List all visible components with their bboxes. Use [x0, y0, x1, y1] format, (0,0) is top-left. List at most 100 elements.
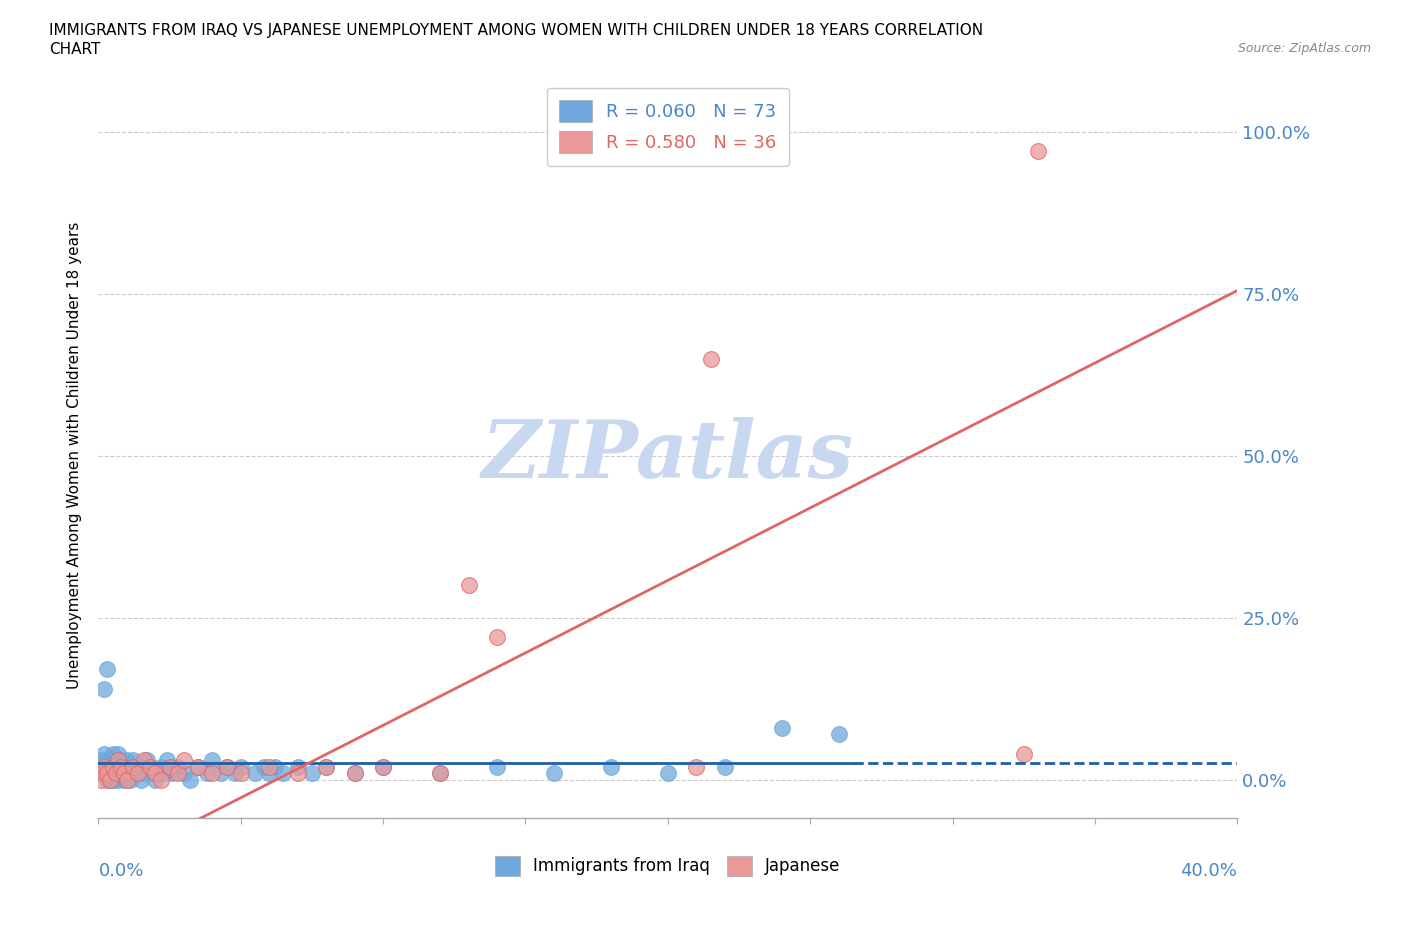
- Point: [685, 759, 707, 774]
- Point: [118, 772, 141, 787]
- Point: [287, 759, 309, 774]
- Point: [90, 765, 112, 780]
- Text: Source: ZipAtlas.com: Source: ZipAtlas.com: [1237, 42, 1371, 55]
- Point: [179, 772, 201, 787]
- Point: [93, 746, 115, 761]
- Point: [600, 759, 623, 774]
- Point: [110, 759, 132, 774]
- Point: [115, 752, 138, 767]
- Point: [107, 772, 129, 787]
- Point: [301, 765, 323, 780]
- Point: [129, 772, 152, 787]
- Point: [770, 720, 793, 735]
- Point: [101, 759, 124, 774]
- Point: [121, 765, 143, 780]
- Point: [145, 772, 167, 787]
- Point: [135, 752, 157, 767]
- Point: [145, 765, 167, 780]
- Point: [115, 772, 138, 787]
- Point: [112, 759, 135, 774]
- Point: [98, 765, 121, 780]
- Point: [1026, 144, 1049, 159]
- Point: [110, 765, 132, 780]
- Point: [167, 759, 190, 774]
- Point: [90, 772, 112, 787]
- Point: [107, 759, 129, 774]
- Point: [159, 759, 181, 774]
- Point: [121, 759, 143, 774]
- Point: [150, 772, 173, 787]
- Legend: Immigrants from Iraq, Japanese: Immigrants from Iraq, Japanese: [488, 849, 848, 883]
- Point: [98, 752, 121, 767]
- Point: [486, 759, 509, 774]
- Point: [457, 578, 479, 592]
- Point: [93, 765, 115, 780]
- Point: [96, 765, 118, 780]
- Point: [373, 759, 395, 774]
- Point: [98, 759, 121, 774]
- Point: [129, 759, 152, 774]
- Point: [187, 759, 209, 774]
- Point: [101, 759, 124, 774]
- Point: [259, 765, 281, 780]
- Y-axis label: Unemployment Among Women with Children Under 18 years: Unemployment Among Women with Children U…: [67, 222, 83, 689]
- Point: [315, 759, 337, 774]
- Point: [259, 759, 281, 774]
- Point: [96, 772, 118, 787]
- Point: [124, 759, 146, 774]
- Text: CHART: CHART: [49, 42, 101, 57]
- Point: [543, 765, 565, 780]
- Point: [132, 765, 155, 780]
- Point: [828, 726, 851, 741]
- Point: [127, 765, 149, 780]
- Point: [167, 765, 190, 780]
- Point: [156, 752, 179, 767]
- Point: [104, 765, 127, 780]
- Point: [153, 765, 176, 780]
- Point: [657, 765, 679, 780]
- Point: [107, 752, 129, 767]
- Point: [115, 765, 138, 780]
- Point: [127, 765, 149, 780]
- Point: [173, 765, 195, 780]
- Point: [101, 746, 124, 761]
- Text: 40.0%: 40.0%: [1181, 862, 1237, 880]
- Point: [252, 759, 274, 774]
- Text: 0.0%: 0.0%: [98, 862, 143, 880]
- Point: [98, 772, 121, 787]
- Point: [107, 746, 129, 761]
- Point: [1012, 746, 1035, 761]
- Point: [215, 759, 238, 774]
- Point: [110, 752, 132, 767]
- Text: ZIPatlas: ZIPatlas: [482, 417, 853, 495]
- Point: [93, 682, 115, 697]
- Point: [90, 752, 112, 767]
- Point: [273, 765, 295, 780]
- Point: [486, 630, 509, 644]
- Point: [93, 759, 115, 774]
- Point: [93, 765, 115, 780]
- Point: [699, 352, 721, 366]
- Point: [343, 765, 366, 780]
- Point: [118, 759, 141, 774]
- Point: [112, 772, 135, 787]
- Point: [112, 765, 135, 780]
- Point: [138, 759, 160, 774]
- Text: IMMIGRANTS FROM IRAQ VS JAPANESE UNEMPLOYMENT AMONG WOMEN WITH CHILDREN UNDER 18: IMMIGRANTS FROM IRAQ VS JAPANESE UNEMPLO…: [49, 23, 983, 38]
- Point: [101, 772, 124, 787]
- Point: [138, 759, 160, 774]
- Point: [343, 765, 366, 780]
- Point: [429, 765, 451, 780]
- Point: [714, 759, 737, 774]
- Point: [229, 759, 252, 774]
- Point: [243, 765, 266, 780]
- Point: [187, 759, 209, 774]
- Point: [173, 752, 195, 767]
- Point: [93, 759, 115, 774]
- Point: [373, 759, 395, 774]
- Point: [201, 752, 224, 767]
- Point: [162, 765, 184, 780]
- Point: [159, 759, 181, 774]
- Point: [132, 752, 155, 767]
- Point: [121, 752, 143, 767]
